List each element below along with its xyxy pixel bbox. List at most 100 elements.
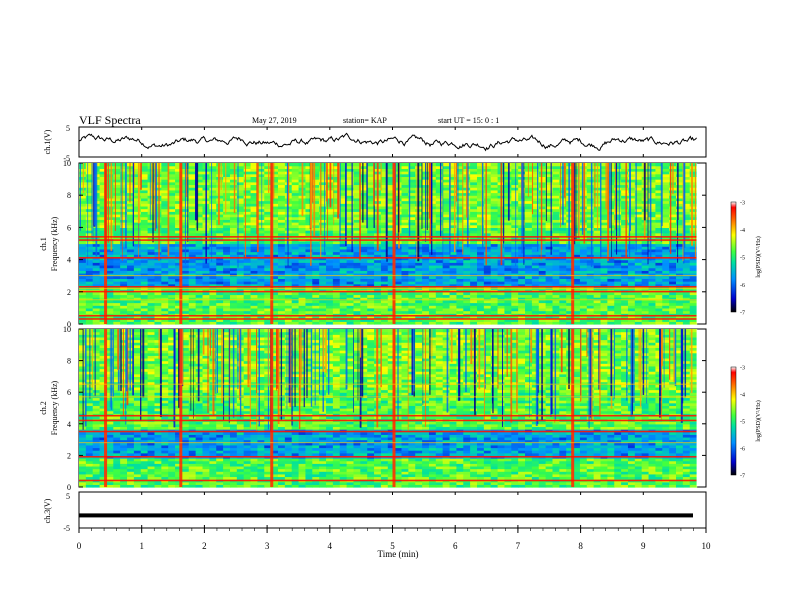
spectrogram-cell xyxy=(147,240,156,245)
spectrogram-cell xyxy=(161,254,169,258)
spectrogram-cell xyxy=(401,302,409,306)
spectrogram-cell xyxy=(257,243,265,247)
spectrogram-cell xyxy=(353,240,361,245)
spectrogram-cell xyxy=(538,200,547,204)
spectrogram-cell xyxy=(140,289,149,293)
spectrogram-cell xyxy=(463,267,471,271)
spectrogram-cell xyxy=(195,216,204,220)
spectrogram-cell xyxy=(346,246,355,250)
spectrogram-cell xyxy=(312,216,320,220)
spectrogram-cell xyxy=(374,254,382,258)
spectrogram-cell xyxy=(360,232,368,237)
spectrogram-cell xyxy=(236,297,245,301)
spectrogram-cell xyxy=(298,216,307,220)
spectrogram-cell xyxy=(490,192,499,196)
spectrogram-cell xyxy=(319,200,327,204)
spectrogram-cell xyxy=(127,176,135,180)
spectrogram-cell xyxy=(243,168,252,172)
spectrogram-cell xyxy=(154,205,162,210)
spectrogram-cell xyxy=(435,302,444,306)
spectrogram-cell xyxy=(209,259,217,263)
spectrogram-cell xyxy=(559,240,567,245)
spectrogram-cell xyxy=(85,254,94,258)
spectrogram-cell xyxy=(133,163,142,167)
spectrogram-cell xyxy=(79,289,87,293)
spectrogram-cell xyxy=(243,243,252,247)
spectrogram-cell xyxy=(291,240,300,245)
spectrogram-cell xyxy=(607,321,615,325)
spectrogram-cell xyxy=(367,315,375,320)
spectrogram-cell xyxy=(346,168,355,172)
spectrogram-cell xyxy=(99,232,108,237)
spectrogram-cell xyxy=(614,205,622,210)
spectrogram-cell xyxy=(133,216,142,220)
spectrogram-cell xyxy=(456,203,464,207)
spectrogram-cell xyxy=(394,264,403,269)
spectrogram-cell xyxy=(264,219,272,223)
spectrogram-cell xyxy=(511,222,519,226)
spectrogram-cell xyxy=(161,189,169,194)
spectrogram-cell xyxy=(106,294,114,298)
spectrogram-cell xyxy=(326,224,334,228)
spectrogram-cell xyxy=(353,307,361,312)
spectrogram-cell xyxy=(387,219,396,223)
spectrogram-cell xyxy=(332,294,341,298)
spectrogram-cell xyxy=(463,251,471,255)
spectrogram-cell xyxy=(449,192,458,196)
spectrogram-cell xyxy=(408,227,416,231)
spectrogram-cell xyxy=(394,259,403,263)
spectrogram-cell xyxy=(456,219,464,223)
spectrogram-cell xyxy=(332,227,341,231)
spectrogram-cell xyxy=(408,283,416,288)
spectrogram-cell xyxy=(374,289,382,293)
spectrogram-cell xyxy=(99,283,108,288)
spectrogram-cell xyxy=(133,307,142,312)
spectrogram-cell xyxy=(291,224,300,228)
spectrogram-cell xyxy=(614,216,622,220)
spectrogram-cell xyxy=(346,318,355,322)
spectrogram-cell xyxy=(264,278,272,282)
spectrogram-cell xyxy=(168,205,176,210)
spectrogram-cell xyxy=(278,251,286,255)
spectrogram-cell xyxy=(456,224,464,228)
spectrogram-cell xyxy=(470,283,478,288)
spectrogram-cell xyxy=(243,181,252,186)
spectrogram-cell xyxy=(600,171,608,175)
spectrogram-cell xyxy=(271,251,279,255)
spectrogram-cell xyxy=(188,246,197,250)
spectrogram-cell xyxy=(483,275,492,279)
spectrogram-cell xyxy=(216,227,224,231)
spectrogram-cell xyxy=(394,248,403,253)
spectrogram-cell xyxy=(367,305,375,309)
spectrogram-cell xyxy=(223,211,231,215)
spectrogram-cell xyxy=(99,310,108,314)
spectrogram-cell xyxy=(531,262,540,266)
spectrogram-cell xyxy=(586,232,595,237)
spectrogram-cell xyxy=(305,289,313,293)
spectrogram-cell xyxy=(140,248,149,253)
spectrogram-cell xyxy=(250,281,259,285)
spectrogram-cell xyxy=(113,302,121,306)
spectrogram-cell xyxy=(531,189,540,194)
spectrogram-cell xyxy=(188,289,197,293)
spectrogram-cell xyxy=(209,315,217,320)
spectrogram-cell xyxy=(449,230,458,234)
spectrogram-cell xyxy=(497,264,506,269)
spectrogram-cell xyxy=(593,294,602,298)
spectrogram-cell xyxy=(504,289,512,293)
spectrogram-cell xyxy=(525,291,533,296)
spectrogram-cell xyxy=(360,171,368,175)
spectrogram-cell xyxy=(621,278,629,282)
spectrogram-cell xyxy=(627,278,636,282)
spectrogram-cell xyxy=(346,179,355,183)
spectrogram-cell xyxy=(449,262,458,266)
spectrogram-cell xyxy=(449,305,458,309)
spectrogram-cell xyxy=(483,281,492,285)
spectrogram-cell xyxy=(236,165,245,169)
spectrogram-cell xyxy=(559,259,567,263)
spectrogram-cell xyxy=(209,307,217,312)
spectrogram-cell xyxy=(614,283,622,288)
spectrogram-cell xyxy=(236,264,245,269)
spectrogram-cell xyxy=(435,315,444,320)
spectrogram-cell xyxy=(168,310,176,314)
